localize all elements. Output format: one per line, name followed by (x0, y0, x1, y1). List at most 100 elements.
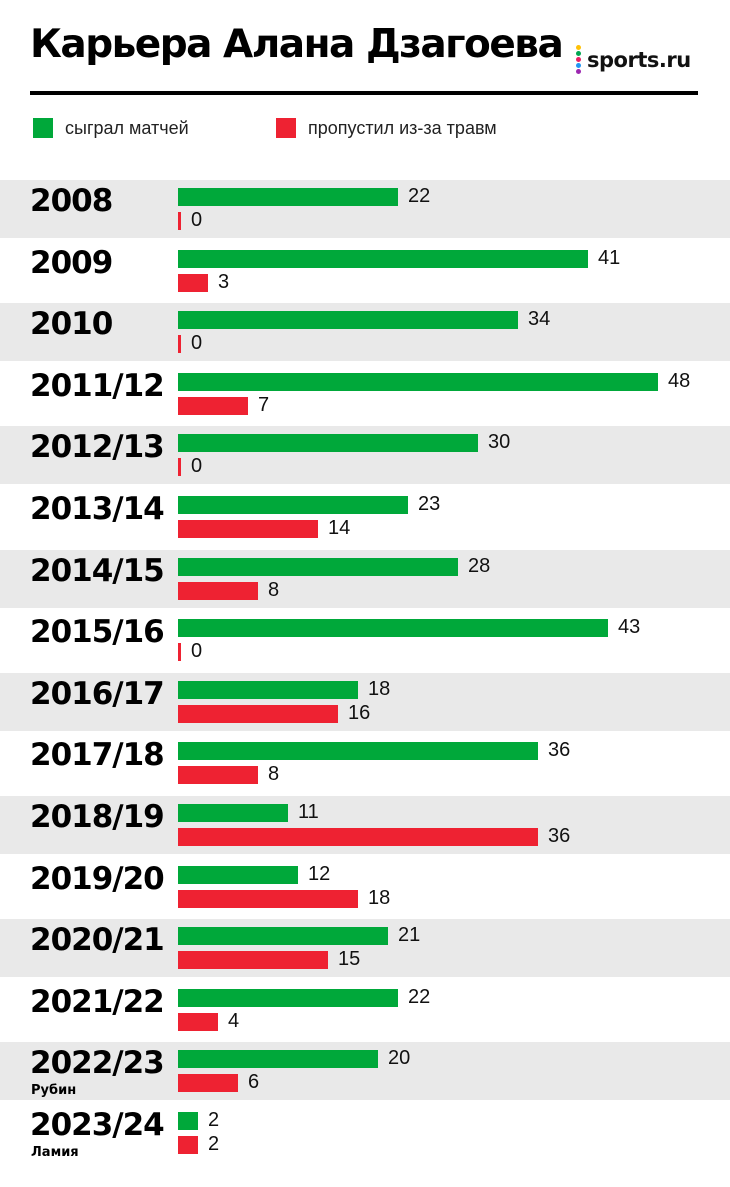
season-label: 2020/21 (30, 922, 165, 959)
injured-value-label: 0 (191, 455, 203, 478)
played-value-label: 34 (528, 308, 551, 331)
injured-value-label: 8 (268, 578, 280, 601)
injured-bar (178, 1136, 198, 1154)
logo-dot (576, 63, 581, 68)
injured-bar (178, 643, 181, 662)
played-value-label: 22 (408, 985, 431, 1008)
played-value-label: 2 (208, 1109, 220, 1131)
season-label: 2019/20 (30, 860, 165, 897)
legend-item-injured: пропустил из-за травм (276, 117, 497, 139)
injured-bar (178, 889, 358, 908)
played-value-label: 12 (308, 862, 331, 885)
injured-bar (178, 1074, 238, 1093)
season-label: 2017/18 (30, 737, 165, 774)
season-label: 2014/15 (30, 552, 165, 589)
season-label: 2010 (30, 306, 113, 343)
legend-label-injured: пропустил из-за травм (308, 117, 497, 138)
title-rule (30, 91, 698, 95)
logo-dot (576, 51, 581, 56)
injured-value-label: 7 (258, 393, 270, 416)
played-bar (178, 865, 298, 884)
played-bar (178, 1050, 378, 1069)
injured-value-label: 16 (348, 701, 371, 724)
injured-bar (178, 1012, 218, 1031)
injured-value-label: 4 (228, 1009, 240, 1032)
logo-dots-icon (576, 45, 582, 75)
legend-item-played: сыграл матчей (33, 117, 189, 139)
played-value-label: 21 (398, 924, 421, 947)
played-bar (178, 988, 398, 1007)
season-label: 2021/22 (30, 983, 165, 1020)
injured-value-label: 36 (548, 825, 571, 847)
season-label: 2012/13 (30, 429, 165, 466)
injured-bar (178, 704, 338, 723)
played-bar (178, 680, 358, 699)
injured-bar (178, 581, 258, 600)
legend-swatch-played (33, 118, 53, 138)
played-bar (178, 742, 538, 761)
played-value-label: 11 (298, 801, 319, 823)
played-value-label: 18 (368, 677, 391, 700)
played-value-label: 20 (388, 1047, 411, 1070)
injured-value-label: 6 (248, 1071, 260, 1094)
played-bar (178, 311, 518, 330)
played-bar (178, 557, 458, 576)
played-bar (178, 188, 398, 206)
injured-value-label: 0 (191, 332, 203, 355)
injured-value-label: 14 (328, 517, 351, 539)
injured-bar (178, 273, 208, 292)
played-bar (178, 496, 408, 514)
season-label: 2022/23 (30, 1045, 165, 1082)
played-bar (178, 434, 478, 453)
injured-bar (178, 828, 538, 846)
injured-bar (178, 396, 248, 415)
injured-bar (178, 520, 318, 538)
season-label: 2013/14 (30, 491, 165, 527)
season-label: 2023/24 (30, 1107, 165, 1143)
season-label: 2009 (30, 244, 113, 281)
played-value-label: 30 (488, 431, 511, 454)
played-value-label: 22 (408, 185, 431, 207)
injured-value-label: 15 (338, 948, 361, 971)
injured-bar (178, 212, 181, 230)
logo-text: sports.ru (587, 48, 691, 72)
played-bar (178, 927, 388, 946)
injured-value-label: 3 (218, 270, 230, 293)
season-label: 2016/17 (30, 675, 165, 712)
injured-bar (178, 458, 181, 477)
row-background (0, 672, 730, 731)
played-value-label: 28 (468, 554, 491, 577)
logo-dot (576, 45, 581, 50)
club-label: Ламия (31, 1145, 79, 1160)
injured-value-label: 0 (191, 640, 203, 663)
played-bar (178, 1112, 198, 1130)
played-value-label: 43 (618, 616, 641, 639)
season-label: 2015/16 (30, 614, 165, 651)
played-value-label: 41 (598, 246, 621, 269)
injured-value-label: 8 (268, 763, 280, 786)
played-bar (178, 249, 588, 268)
played-bar (178, 619, 608, 638)
played-value-label: 36 (548, 739, 571, 762)
played-value-label: 48 (668, 369, 691, 392)
legend-label-played: сыграл матчей (65, 117, 189, 138)
played-bar (178, 804, 288, 822)
played-value-label: 23 (418, 493, 441, 515)
chart-title: Карьера Алана Дзагоева (30, 22, 564, 67)
injured-value-label: 0 (191, 209, 203, 231)
legend-swatch-injured (276, 118, 296, 138)
injured-value-label: 18 (368, 886, 391, 909)
season-label: 2011/12 (30, 367, 165, 404)
injured-bar (178, 766, 258, 785)
played-bar (178, 372, 658, 391)
sports-ru-logo[interactable]: sports.ru (576, 42, 691, 78)
club-label: Рубин (31, 1083, 77, 1099)
logo-dot (576, 57, 581, 62)
season-label: 2018/19 (30, 799, 165, 835)
injured-bar (178, 951, 328, 970)
injured-bar (178, 335, 181, 354)
logo-dot (576, 69, 581, 74)
injured-value-label: 2 (208, 1133, 220, 1155)
season-label: 2008 (30, 183, 113, 219)
